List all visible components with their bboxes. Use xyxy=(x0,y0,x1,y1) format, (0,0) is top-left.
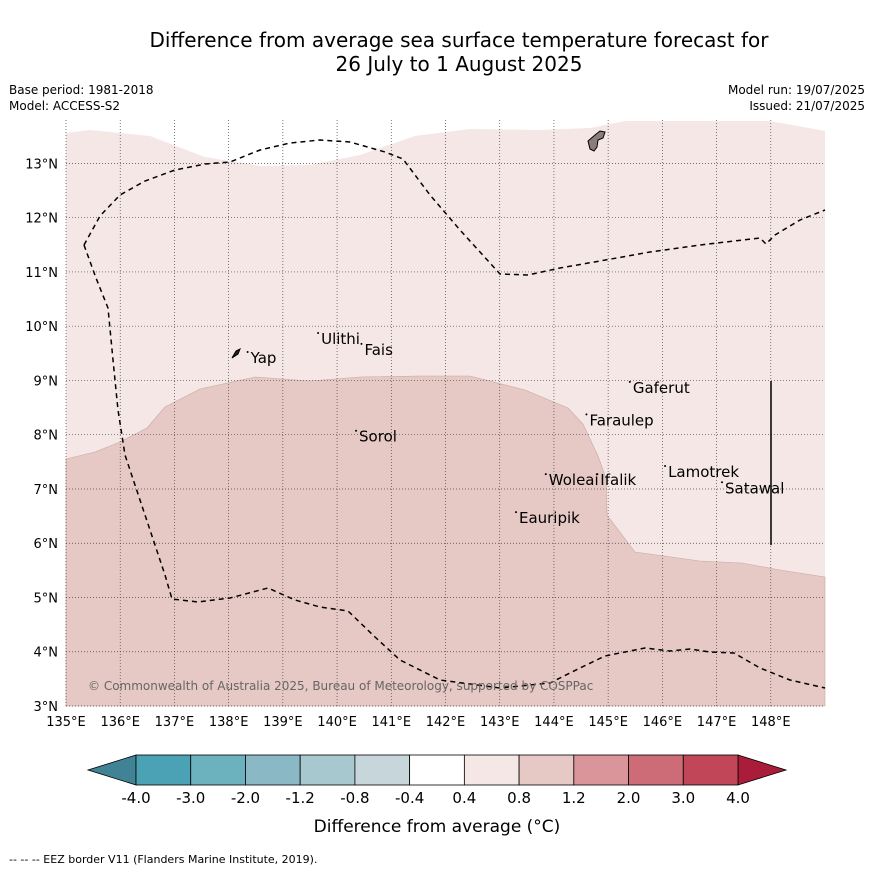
place-label: Satawal xyxy=(725,479,784,497)
place-label: Yap xyxy=(250,349,277,367)
colorbar-under-arrow xyxy=(86,754,137,786)
longitude-tick-label: 136°E xyxy=(100,715,140,730)
latitude-tick-label: 5°N xyxy=(34,591,59,606)
place-marker xyxy=(585,413,588,416)
colorbar-tick-label: -4.0 xyxy=(121,789,150,807)
latitude-tick-label: 7°N xyxy=(34,483,59,498)
meta-right: Model run: 19/07/2025 Issued: 21/07/2025 xyxy=(728,82,865,114)
yap-island xyxy=(231,347,241,359)
colorbar-tick-label: -2.0 xyxy=(231,789,260,807)
eez-border-yap xyxy=(83,139,826,276)
place-label: Sorol xyxy=(359,428,397,446)
latitude-tick-label: 12°N xyxy=(25,212,58,227)
eez-footnote: -- -- -- EEZ border V11 (Flanders Marine… xyxy=(9,853,318,866)
latitude-tick-label: 8°N xyxy=(34,429,59,444)
colorbar-cell xyxy=(573,754,629,786)
colorbar: -4.0 -3.0 -2.0 -1.2 -0.8 -0.4 0.4 0.8 1.2 2.0 3.0 4… xyxy=(86,754,788,837)
latitude-tick-label: 6°N xyxy=(34,537,59,552)
model-name: Model: ACCESS-S2 xyxy=(9,99,121,113)
latitude-tick-label: 10°N xyxy=(25,320,58,335)
place-label: Ifalik xyxy=(600,471,636,489)
title-line-2: 26 July to 1 August 2025 xyxy=(335,52,583,76)
colorbar-tick-label: -0.8 xyxy=(340,789,369,807)
place-label: Fais xyxy=(364,341,393,359)
colorbar-cell xyxy=(518,754,575,786)
longitude-tick-label: 135°E xyxy=(46,715,86,730)
place-marker xyxy=(628,380,631,383)
latitude-tick-label: 11°N xyxy=(25,266,58,281)
place-marker xyxy=(246,351,249,354)
place-marker xyxy=(360,342,363,345)
latitude-tick-label: 3°N xyxy=(34,700,59,715)
colorbar-cell xyxy=(299,754,356,786)
colorbar-tick-label: 0.8 xyxy=(507,789,531,807)
model-run: Model run: 19/07/2025 xyxy=(727,83,865,97)
longitude-tick-label: 146°E xyxy=(643,715,683,730)
eez-borders xyxy=(83,139,826,689)
place-marker xyxy=(720,481,723,484)
graticule xyxy=(65,120,825,707)
colorbar-labels: -4.0 -3.0 -2.0 -1.2 -0.8 -0.4 0.4 0.8 1.2 2.0 3.0 4… xyxy=(121,789,750,807)
colorbar-cell xyxy=(245,754,301,786)
longitude-tick-label: 141°E xyxy=(372,715,412,730)
colorbar-cell xyxy=(463,754,520,786)
place-marker xyxy=(544,473,547,476)
colorbar-cell xyxy=(190,754,246,786)
colorbar-title: Difference from average (°C) xyxy=(314,817,561,837)
colorbar-tick-label: 2.0 xyxy=(617,789,641,807)
place-marker xyxy=(355,429,358,432)
longitude-tick-label: 148°E xyxy=(751,715,791,730)
colorbar-cell xyxy=(682,754,739,786)
longitude-tick-label: 139°E xyxy=(263,715,303,730)
longitude-tick-label: 142°E xyxy=(426,715,466,730)
meta-left: Base period: 1981-2018 Model: ACCESS-S2 xyxy=(9,82,154,114)
longitude-tick-label: 140°E xyxy=(317,715,357,730)
colorbar-cell xyxy=(409,754,465,786)
place-label: Faraulep xyxy=(589,411,653,429)
place-label: Eauripik xyxy=(519,509,580,527)
map-title: Difference from average sea surface temp… xyxy=(0,28,873,76)
place-label: Ulithi xyxy=(321,330,360,348)
colorbar-cell xyxy=(135,754,192,786)
colorbar-cell xyxy=(628,754,684,786)
colorbar-tick-label: 0.4 xyxy=(452,789,476,807)
latitude-tick-label: 13°N xyxy=(25,157,58,172)
colorbar-tick-label: 4.0 xyxy=(726,789,750,807)
longitude-tick-label: 145°E xyxy=(588,715,628,730)
base-period: Base period: 1981-2018 xyxy=(9,83,154,97)
guam-island xyxy=(587,130,606,152)
colorbar-cell xyxy=(354,754,411,786)
copyright-text: © Commonwealth of Australia 2025, Bureau… xyxy=(88,679,593,693)
colorbar-tick-label: -1.2 xyxy=(286,789,315,807)
latitude-tick-label: 4°N xyxy=(34,646,59,661)
place-marker xyxy=(317,332,320,335)
place-marker xyxy=(514,511,517,514)
place-label: Lamotrek xyxy=(668,463,739,481)
colorbar-cells xyxy=(135,754,739,786)
longitude-labels: 135°E 136°E 137°E 138°E 139°E 140°E 141°E 142°E… xyxy=(46,715,790,730)
colorbar-tick-label: -0.4 xyxy=(395,789,424,807)
title-line-1: Difference from average sea surface temp… xyxy=(149,28,769,52)
longitude-tick-label: 143°E xyxy=(480,715,520,730)
colorbar-tick-label: 1.2 xyxy=(562,789,586,807)
colorbar-tick-label: 3.0 xyxy=(671,789,695,807)
place-label: Gaferut xyxy=(633,379,690,397)
place-label: Woleai xyxy=(549,471,599,489)
longitude-tick-label: 138°E xyxy=(209,715,249,730)
issued-date: Issued: 21/07/2025 xyxy=(749,99,865,113)
longitude-tick-label: 144°E xyxy=(534,715,574,730)
colorbar-tick-label: -3.0 xyxy=(176,789,205,807)
longitude-tick-label: 147°E xyxy=(697,715,737,730)
place-marker xyxy=(596,473,599,476)
latitude-tick-label: 9°N xyxy=(34,374,59,389)
eez-border-west xyxy=(83,244,826,689)
place-marker xyxy=(664,464,667,467)
colorbar-over-arrow xyxy=(737,754,788,786)
latitude-labels: 3°N 4°N 5°N 6°N 7°N 8°N 9°N 10°N 11°N 12°N 13°N xyxy=(25,157,58,715)
longitude-tick-label: 137°E xyxy=(155,715,195,730)
